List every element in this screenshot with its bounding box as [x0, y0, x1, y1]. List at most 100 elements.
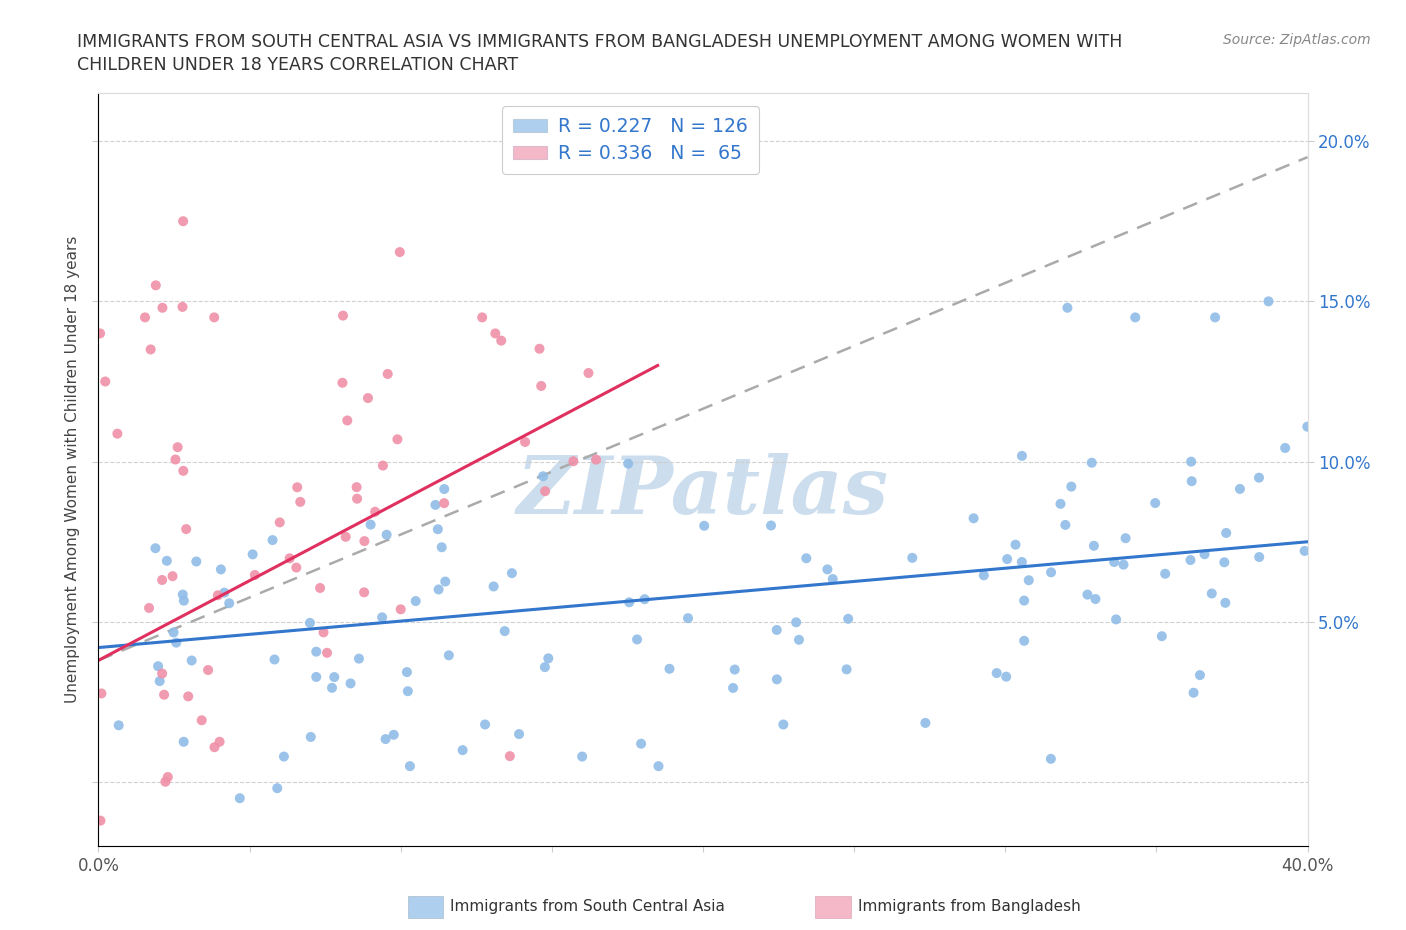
- Point: [269, 515, 291, 530]
- Point: [1274, 441, 1296, 456]
- Point: [375, 527, 398, 542]
- Point: [1182, 685, 1205, 700]
- Point: [173, 735, 195, 750]
- Point: [273, 749, 295, 764]
- Point: [491, 333, 513, 348]
- Point: [529, 341, 551, 356]
- Point: [360, 517, 382, 532]
- Point: [172, 299, 194, 314]
- Point: [285, 480, 308, 495]
- Point: [633, 591, 655, 606]
- Point: [156, 769, 179, 784]
- Point: [387, 432, 409, 446]
- Point: [571, 749, 593, 764]
- Point: [494, 624, 516, 639]
- Point: [427, 582, 450, 597]
- Point: [1081, 456, 1104, 471]
- Point: [759, 518, 782, 533]
- Point: [1294, 543, 1316, 558]
- Point: [1123, 310, 1146, 325]
- Point: [90, 686, 112, 701]
- Point: [229, 790, 252, 805]
- Point: [1154, 566, 1177, 581]
- Point: [153, 687, 176, 702]
- Point: [995, 551, 1018, 566]
- Text: Immigrants from South Central Asia: Immigrants from South Central Asia: [450, 899, 725, 914]
- Point: [1060, 479, 1083, 494]
- Point: [986, 666, 1008, 681]
- Point: [815, 562, 838, 577]
- Point: [914, 715, 936, 730]
- Point: [377, 366, 399, 381]
- Point: [177, 689, 200, 704]
- Point: [785, 615, 807, 630]
- Point: [451, 743, 474, 758]
- Point: [1180, 552, 1202, 567]
- Point: [139, 342, 162, 357]
- Point: [382, 727, 405, 742]
- Point: [186, 554, 208, 569]
- Point: [1054, 517, 1077, 532]
- Point: [1039, 751, 1062, 766]
- Point: [162, 569, 184, 584]
- Point: [146, 658, 169, 673]
- Point: [374, 732, 396, 747]
- Point: [339, 676, 361, 691]
- Point: [214, 585, 236, 600]
- Point: [172, 463, 194, 478]
- Point: [962, 511, 984, 525]
- Point: [1102, 554, 1125, 569]
- Point: [202, 310, 225, 325]
- Point: [794, 551, 817, 565]
- Point: [721, 681, 744, 696]
- Point: [357, 391, 380, 405]
- Point: [405, 593, 427, 608]
- Point: [1112, 557, 1135, 572]
- Point: [1040, 565, 1063, 579]
- Point: [433, 496, 456, 511]
- Point: [346, 491, 368, 506]
- Point: [94, 374, 117, 389]
- Point: [1076, 587, 1098, 602]
- Point: [821, 572, 844, 587]
- Point: [346, 480, 368, 495]
- Point: [309, 580, 332, 595]
- Point: [676, 611, 699, 626]
- Point: [426, 522, 449, 537]
- Point: [765, 622, 787, 637]
- Point: [165, 452, 187, 467]
- Point: [107, 718, 129, 733]
- Point: [1018, 573, 1040, 588]
- Point: [389, 602, 412, 617]
- Point: [531, 469, 554, 484]
- Point: [166, 440, 188, 455]
- Point: [396, 684, 419, 698]
- Point: [1180, 454, 1202, 469]
- Point: [973, 568, 995, 583]
- Point: [145, 540, 167, 555]
- Point: [425, 498, 447, 512]
- Legend: R = 0.227   N = 126, R = 0.336   N =  65: R = 0.227 N = 126, R = 0.336 N = 65: [502, 106, 759, 174]
- Point: [150, 666, 173, 681]
- Point: [218, 596, 240, 611]
- Point: [430, 539, 453, 554]
- Point: [305, 644, 328, 659]
- Point: [312, 625, 335, 640]
- Point: [1115, 531, 1137, 546]
- Point: [1181, 473, 1204, 488]
- Point: [364, 504, 387, 519]
- Point: [353, 585, 375, 600]
- Point: [901, 551, 924, 565]
- Point: [173, 593, 195, 608]
- Y-axis label: Unemployment Among Women with Children Under 18 years: Unemployment Among Women with Children U…: [65, 236, 80, 703]
- Point: [1049, 497, 1071, 512]
- Point: [262, 533, 284, 548]
- Point: [1105, 612, 1128, 627]
- Point: [1011, 554, 1033, 569]
- Point: [332, 376, 354, 391]
- Point: [1215, 525, 1237, 540]
- Point: [89, 326, 111, 341]
- Point: [1011, 448, 1033, 463]
- Point: [617, 457, 640, 472]
- Point: [724, 662, 747, 677]
